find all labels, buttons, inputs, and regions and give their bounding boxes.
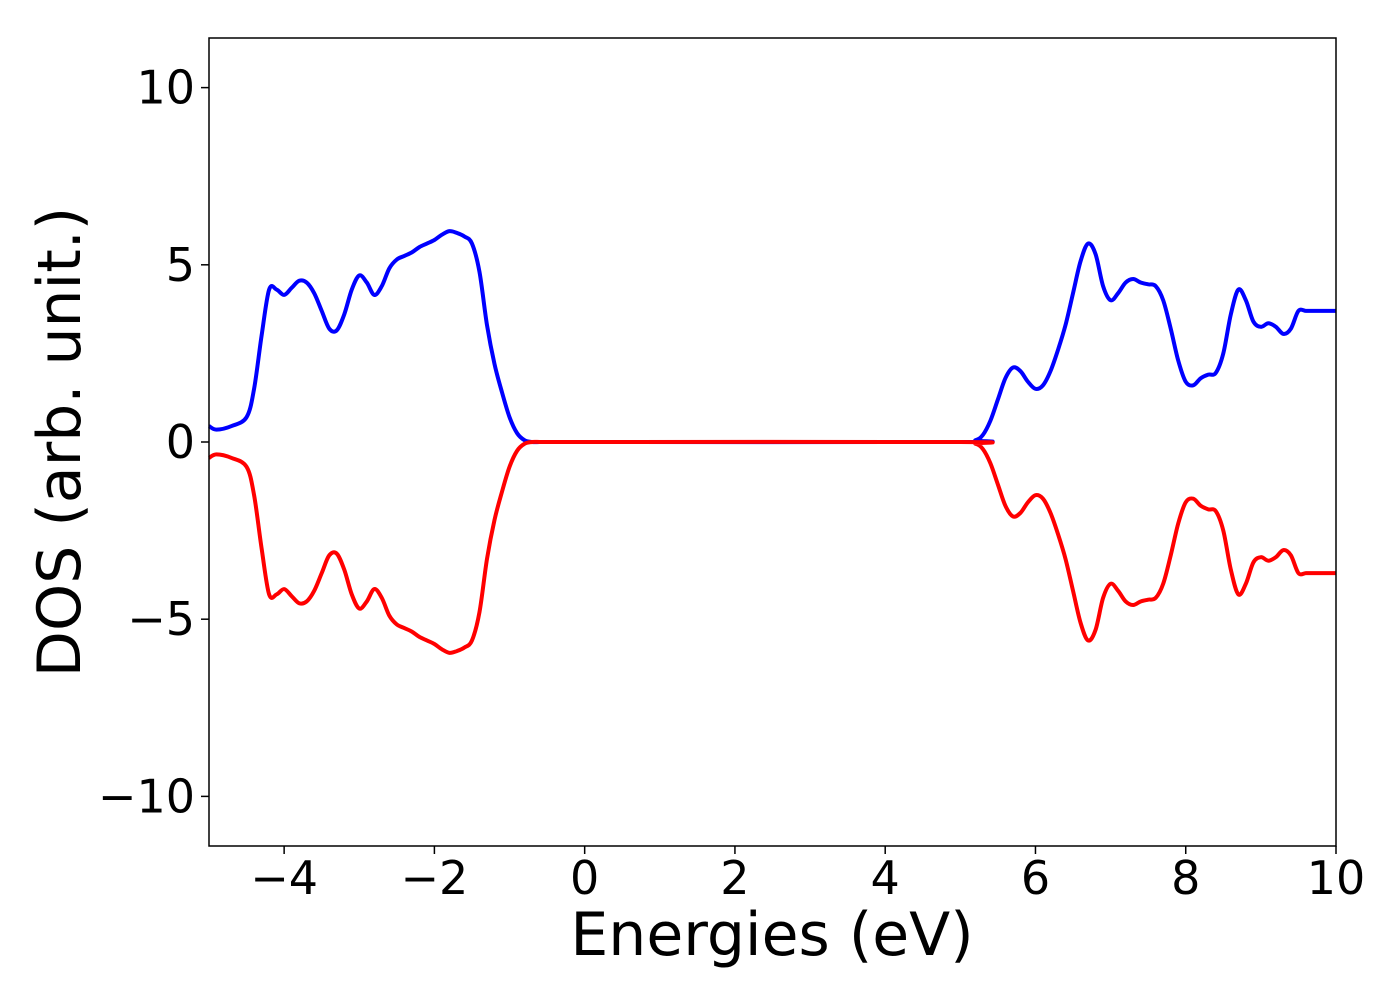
x-tick-label: −4 [250,851,318,905]
y-tick-label: 5 [166,238,195,292]
y-tick-label: −5 [127,592,195,646]
series-layer [207,229,1336,655]
x-tick-label: 8 [1171,851,1200,905]
x-axis-ticks: −4 −2 0 2 4 6 8 10 [250,846,1365,905]
series-line-up [207,229,1336,445]
y-tick-label: −10 [98,769,195,823]
x-tick-label: 6 [1021,851,1050,905]
x-tick-label: 0 [570,851,599,905]
x-tick-label: −2 [400,851,468,905]
x-tick-label: 10 [1307,851,1366,905]
series-line-down [207,439,1336,655]
y-axis-ticks: 10 5 0 −5 −10 [98,61,209,823]
y-axis-label: DOS (arb. unit.) [25,207,95,677]
x-axis-label: Energies (eV) [570,900,973,970]
x-tick-label: 4 [871,851,900,905]
x-tick-label: 2 [720,851,749,905]
y-tick-label: 10 [136,61,195,115]
y-tick-label: 0 [166,415,195,469]
